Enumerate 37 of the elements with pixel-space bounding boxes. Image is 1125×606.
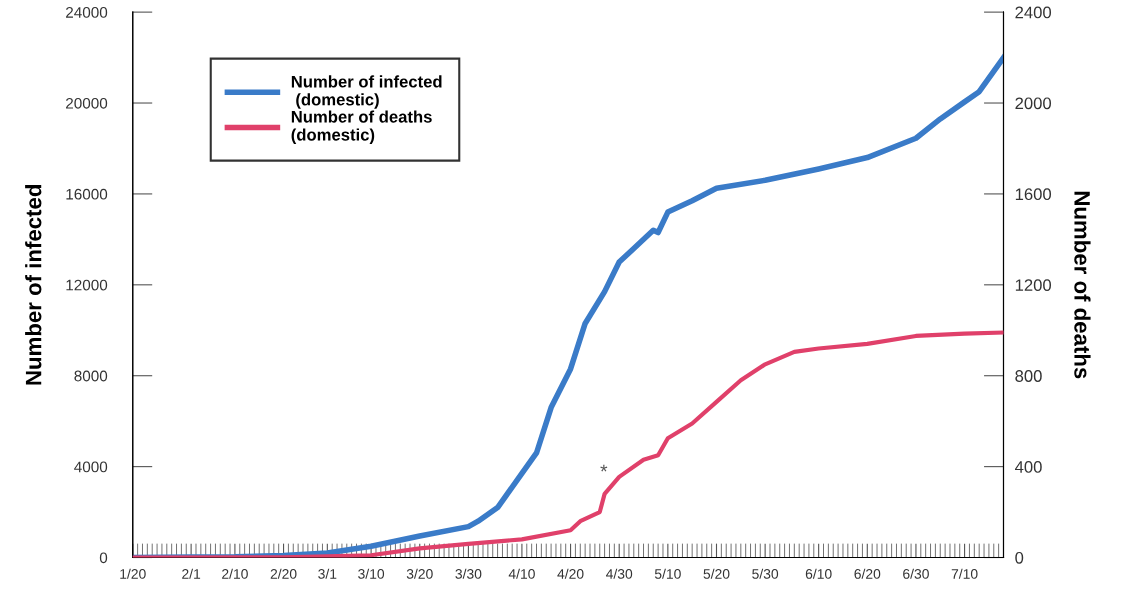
y-tick-label: 24000 (66, 6, 108, 18)
y-axis-title: Number of infected (25, 185, 42, 385)
x-tick-label: 5/30 (752, 568, 779, 579)
x-tick-label: 4/10 (508, 568, 535, 579)
y2-tick-label: 2400 (1015, 6, 1052, 19)
y-tick-label: 0 (99, 552, 108, 564)
y2-tick-label: 400 (1014, 461, 1042, 473)
x-tick-label: 4/20 (557, 568, 584, 579)
annotation: * (600, 464, 608, 472)
y-tick-label: 12000 (66, 279, 108, 291)
x-tick-label: 2/1 (182, 568, 201, 579)
y2-tick-label: 2000 (1015, 97, 1052, 110)
x-tick-label: 1/20 (120, 568, 146, 579)
y2-tick-label: 800 (1015, 370, 1042, 382)
x-tick-label: 6/30 (903, 568, 929, 579)
y-tick-label: 16000 (66, 188, 108, 200)
x-tick-label: 5/20 (703, 568, 730, 579)
y2-axis-title: Number of deaths (1074, 191, 1091, 379)
y-tick-label: 4000 (74, 461, 108, 473)
x-tick-label: 2/10 (222, 568, 248, 579)
legend-label: Number of infected (domestic) (291, 75, 442, 109)
y2-tick-label: 1200 (1015, 279, 1052, 292)
y-tick-label: 8000 (74, 370, 108, 382)
x-tick-label: 5/10 (654, 568, 681, 579)
x-tick-label: 7/10 (951, 568, 978, 579)
y2-tick-label: 1600 (1015, 188, 1052, 201)
x-tick-label: 6/10 (805, 568, 832, 579)
legend-label: Number of deaths (domestic) (291, 110, 432, 144)
y2-tick-label: 0 (1015, 551, 1024, 564)
x-tick-label: 3/10 (358, 568, 385, 579)
x-tick-label: 3/20 (406, 568, 433, 579)
x-tick-label: 3/30 (455, 568, 482, 579)
x-tick-label: 2/20 (270, 568, 297, 579)
y-tick-label: 20000 (66, 97, 108, 109)
x-tick-label: 3/1 (318, 568, 337, 579)
x-tick-label: 6/20 (854, 568, 881, 579)
x-tick-label: 4/30 (606, 568, 633, 579)
